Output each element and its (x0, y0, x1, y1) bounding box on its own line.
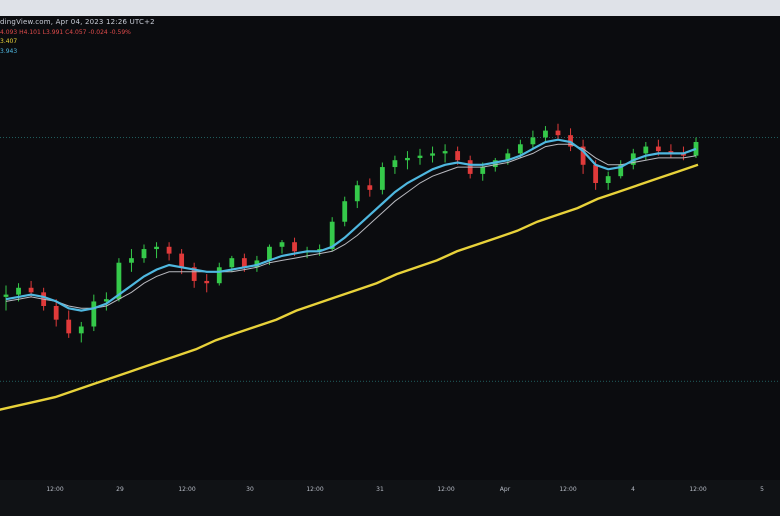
candle-body (618, 164, 624, 177)
candle-body (367, 185, 373, 190)
series-line-mid-ma (5, 143, 697, 309)
x-tick-label: 12:00 (559, 486, 576, 493)
candle-body (593, 164, 599, 183)
x-tick-label: 30 (246, 486, 254, 493)
x-tick-label: 12:00 (178, 486, 195, 493)
candle-body (53, 306, 59, 320)
candle-body (555, 130, 561, 136)
candle-body (166, 246, 172, 254)
candle-body (342, 201, 348, 222)
candle-body (91, 301, 97, 327)
indicator-2-value: 3.943 (0, 48, 18, 55)
candle-body (517, 144, 523, 154)
candle-body (267, 246, 272, 261)
candle-body (229, 258, 235, 268)
candle-body (16, 287, 21, 295)
candle-body (241, 258, 247, 268)
x-tick-label: 12:00 (46, 486, 63, 493)
candle-body (530, 137, 536, 145)
candle-body (329, 221, 335, 250)
candle-body (580, 146, 586, 165)
candle-body (191, 267, 197, 281)
candle-body (655, 146, 661, 152)
candle-body (492, 160, 498, 168)
candle-body (668, 151, 674, 154)
x-tick-label: 31 (376, 486, 384, 493)
candle-body (66, 319, 72, 334)
candle-body (681, 153, 686, 156)
time-axis-strip (0, 480, 780, 516)
candle-body (543, 130, 548, 138)
candle-body (103, 299, 109, 302)
candle-body (417, 155, 423, 158)
candle-body (129, 258, 134, 263)
candle-body (442, 151, 448, 154)
candle-body (605, 176, 611, 183)
candle-body (154, 246, 159, 250)
candle-body (3, 294, 9, 297)
ohlc-readout: 4.093 H4.101 L3.991 C4.057 -0.024 -0.59% (0, 29, 131, 36)
series-line-slow-ma (0, 163, 699, 411)
candle-body (216, 267, 222, 284)
candle-body (455, 151, 461, 161)
candle-body (379, 167, 385, 190)
candle-body (392, 160, 398, 168)
chart-source-date: dingView.com, Apr 04, 2023 12:26 UTC+2 (0, 18, 155, 26)
candle-body (568, 135, 573, 147)
x-tick-label: 12:00 (437, 486, 454, 493)
candle-body (354, 185, 360, 202)
candle-body (505, 153, 511, 161)
candle-body (204, 280, 210, 284)
series-line-fast-ma (5, 138, 697, 312)
candle-body (279, 242, 285, 247)
top-banner (0, 0, 780, 16)
candle-body (430, 153, 435, 156)
x-tick-label: 12:00 (689, 486, 706, 493)
candle-body (480, 167, 486, 174)
x-tick-label: 29 (116, 486, 124, 493)
x-tick-label: 4 (631, 486, 635, 493)
candle-body (643, 146, 649, 154)
indicator-1-value: 3.407 (0, 38, 18, 45)
candle-body (116, 262, 122, 300)
x-tick-label: Apr (500, 486, 511, 493)
candle-body (141, 249, 147, 259)
candle-body (179, 253, 185, 268)
x-tick-label: 12:00 (306, 486, 323, 493)
candle-body (292, 242, 297, 252)
x-tick-label: 5 (760, 486, 764, 493)
candle-body (78, 326, 84, 334)
candle-body (28, 287, 34, 293)
candle-body (405, 157, 410, 161)
